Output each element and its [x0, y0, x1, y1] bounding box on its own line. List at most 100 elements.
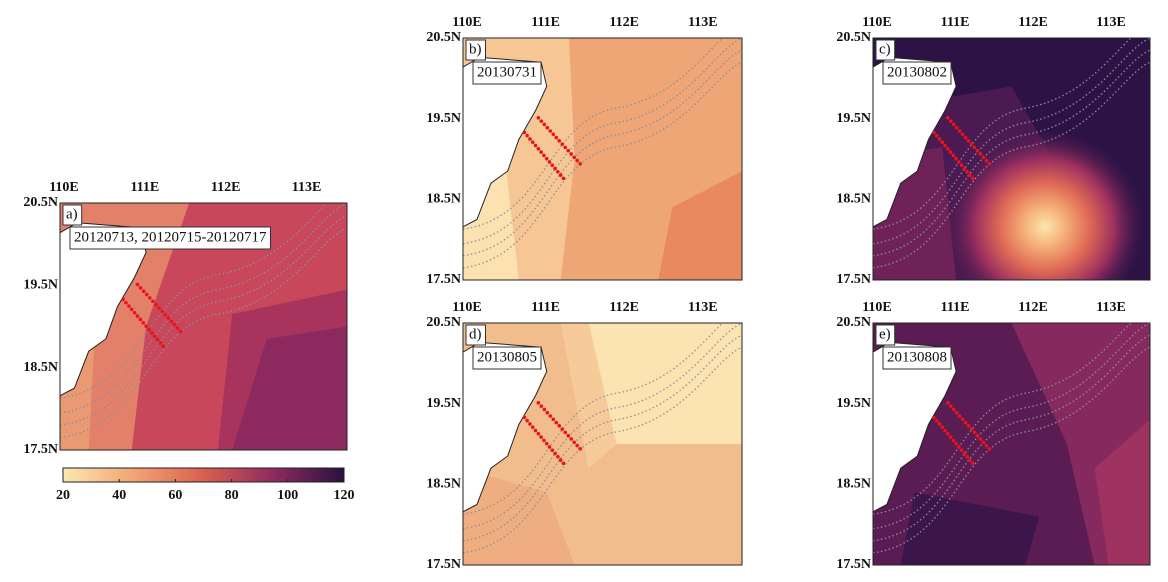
y-tick-label: 19.5N — [23, 278, 58, 293]
station — [978, 437, 983, 441]
isobath — [463, 346, 742, 554]
station — [129, 307, 134, 312]
label-box — [465, 324, 486, 346]
station — [954, 125, 959, 130]
station — [948, 435, 953, 439]
station — [528, 137, 532, 141]
station — [960, 417, 965, 422]
y-tick-label: 20.5N — [426, 30, 461, 45]
station — [948, 119, 953, 123]
station — [553, 166, 557, 171]
panel-label: a) — [66, 206, 78, 222]
station — [545, 410, 550, 415]
station — [150, 331, 154, 335]
isobath — [873, 346, 1150, 554]
station — [169, 319, 174, 324]
station — [144, 292, 149, 297]
isobath — [463, 38, 742, 245]
x-tick-label: 111E — [531, 15, 560, 30]
map-frame — [462, 322, 743, 566]
station — [962, 166, 967, 171]
x-tick-label: 111E — [941, 300, 970, 315]
isobath — [873, 38, 1132, 230]
station — [147, 296, 152, 300]
isobath — [463, 49, 742, 257]
field-region — [900, 492, 1040, 565]
station — [965, 169, 969, 174]
isobath — [463, 323, 724, 515]
station — [533, 143, 538, 148]
x-tick-label: 113E — [292, 180, 322, 195]
x-tick-label: 113E — [1096, 15, 1126, 30]
station — [132, 310, 137, 315]
station — [522, 415, 527, 420]
isobath — [60, 214, 347, 426]
field-region — [1094, 419, 1150, 565]
station — [943, 428, 947, 433]
station — [548, 129, 553, 133]
station — [561, 176, 566, 181]
station — [965, 454, 969, 459]
station — [951, 122, 956, 127]
station — [957, 160, 961, 164]
station — [547, 160, 552, 164]
station — [951, 153, 956, 158]
y-tick-label: 18.5N — [23, 360, 58, 375]
station — [572, 155, 577, 160]
panel-label: c) — [879, 41, 891, 57]
field-maximum — [945, 129, 1145, 280]
y-tick-label: 18.5N — [836, 192, 871, 207]
station — [556, 169, 560, 174]
date-box — [472, 61, 542, 85]
station — [558, 173, 563, 177]
station — [951, 407, 956, 412]
station — [557, 139, 562, 143]
panel-date: 20130731 — [477, 64, 537, 80]
station — [975, 148, 980, 153]
field-region — [232, 326, 347, 450]
y-tick-label: 18.5N — [426, 192, 461, 207]
field-region — [463, 468, 575, 565]
station — [141, 289, 146, 294]
colorbar-tick-label: 80 — [225, 488, 239, 503]
isobath — [463, 38, 724, 230]
station — [550, 163, 555, 168]
station — [937, 422, 942, 426]
station — [558, 458, 563, 462]
station — [968, 173, 972, 177]
station — [550, 448, 555, 453]
station — [934, 133, 939, 138]
station — [945, 401, 950, 405]
station — [984, 158, 989, 163]
station — [569, 152, 574, 156]
station — [124, 300, 128, 305]
station — [972, 430, 977, 435]
station — [127, 304, 131, 308]
station — [943, 143, 947, 148]
colorbar — [62, 467, 345, 483]
station — [539, 119, 544, 123]
station — [542, 122, 547, 127]
station — [528, 422, 532, 426]
label-box — [465, 39, 486, 61]
station — [539, 435, 543, 439]
station — [178, 329, 183, 334]
map-frame — [462, 37, 743, 281]
station — [959, 448, 964, 453]
station — [969, 427, 974, 431]
isobath — [873, 61, 1150, 269]
station — [969, 142, 974, 146]
map-panel: e) 20130808 110E 111E 112E 113E 20.5N 19.5N 18.5… — [836, 300, 1151, 572]
y-tick-label: 18.5N — [836, 477, 871, 492]
date-box — [69, 226, 271, 250]
label-box — [62, 204, 83, 226]
station — [135, 314, 140, 318]
y-tick-label: 20.5N — [836, 30, 871, 45]
station — [987, 162, 992, 166]
colorbar-tick-label: 120 — [334, 488, 355, 503]
x-tick-label: 110E — [452, 15, 482, 30]
date-box — [472, 346, 542, 370]
station — [525, 418, 529, 423]
map-panel: b) 20130731 110E 111E 112E 113E 20.5N 19.5N 18.5… — [426, 15, 743, 287]
